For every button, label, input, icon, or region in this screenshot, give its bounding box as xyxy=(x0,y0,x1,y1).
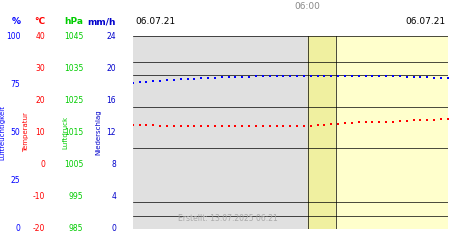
Text: 4: 4 xyxy=(111,192,116,201)
Text: Niederschlag: Niederschlag xyxy=(95,110,101,155)
Text: mm/h: mm/h xyxy=(88,17,116,26)
Text: 1045: 1045 xyxy=(64,32,83,41)
Bar xyxy=(133,36,308,229)
Text: %: % xyxy=(11,17,20,26)
Text: -20: -20 xyxy=(32,224,45,233)
Text: 75: 75 xyxy=(10,80,20,89)
Text: 20: 20 xyxy=(36,96,45,105)
Text: 06:00: 06:00 xyxy=(295,2,320,11)
Text: 40: 40 xyxy=(35,32,45,41)
Text: 24: 24 xyxy=(107,32,116,41)
Text: 06.07.21: 06.07.21 xyxy=(135,17,175,26)
Text: 10: 10 xyxy=(36,128,45,137)
Text: hPa: hPa xyxy=(64,17,83,26)
Bar xyxy=(336,36,448,229)
Text: 1005: 1005 xyxy=(64,160,83,169)
Text: 100: 100 xyxy=(6,32,20,41)
Text: 1035: 1035 xyxy=(64,64,83,73)
Text: 8: 8 xyxy=(111,160,116,169)
Bar xyxy=(308,36,336,229)
Text: 30: 30 xyxy=(35,64,45,73)
Text: 12: 12 xyxy=(107,128,116,137)
Text: 06.07.21: 06.07.21 xyxy=(405,17,446,26)
Text: 0: 0 xyxy=(111,224,116,233)
Text: 50: 50 xyxy=(10,128,20,137)
Text: 995: 995 xyxy=(68,192,83,201)
Text: 25: 25 xyxy=(11,176,20,185)
Text: -10: -10 xyxy=(32,192,45,201)
Text: 16: 16 xyxy=(107,96,116,105)
Text: Temperatur: Temperatur xyxy=(23,112,29,152)
Text: Luftdruck: Luftdruck xyxy=(62,116,68,149)
Text: 985: 985 xyxy=(69,224,83,233)
Text: °C: °C xyxy=(34,17,45,26)
Text: 0: 0 xyxy=(15,224,20,233)
Text: Luftfeuchtigkeit: Luftfeuchtigkeit xyxy=(0,105,6,160)
Text: 1025: 1025 xyxy=(64,96,83,105)
Text: 1015: 1015 xyxy=(64,128,83,137)
Text: Erstellt: 13.07.2025 06:21: Erstellt: 13.07.2025 06:21 xyxy=(178,214,278,223)
Text: 0: 0 xyxy=(40,160,45,169)
Text: 20: 20 xyxy=(107,64,116,73)
